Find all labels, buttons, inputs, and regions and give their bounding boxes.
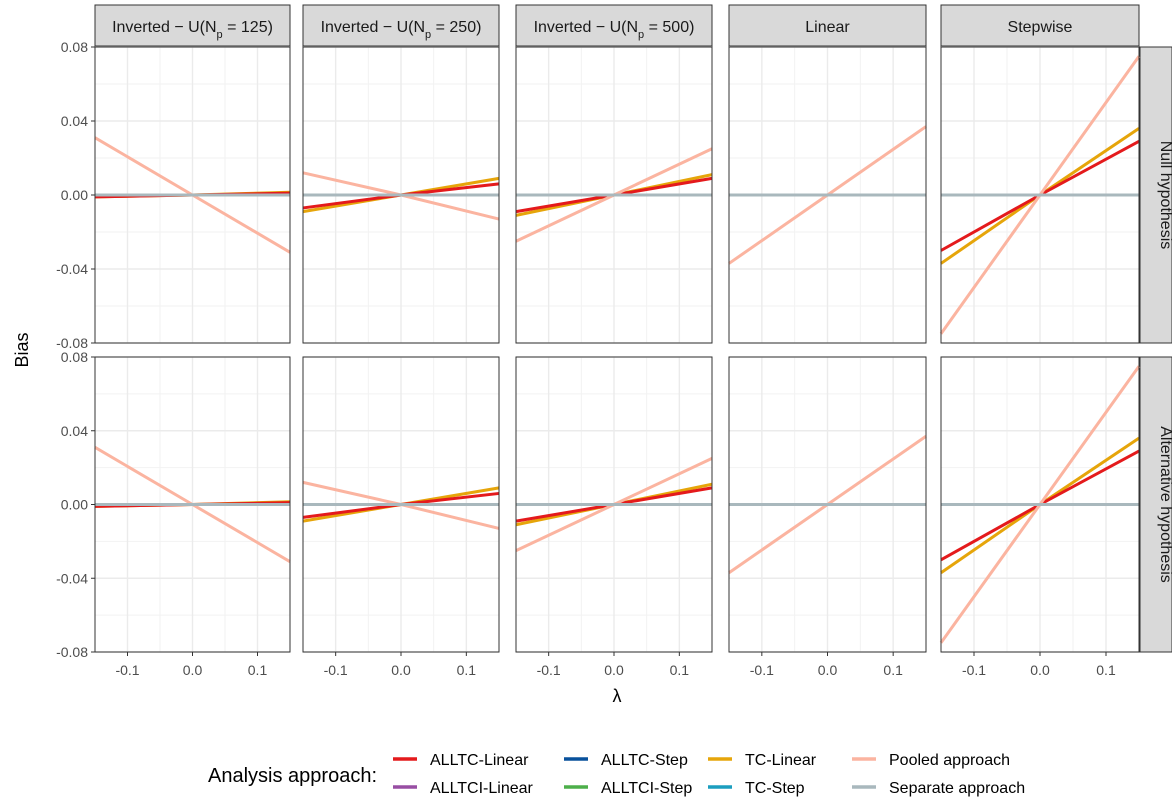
column-strip: Inverted − U(Np = 250) (302, 4, 500, 47)
legend: Analysis approach: ALLTC-Linear ALLTCI-Lin… (208, 752, 1025, 797)
x-tick-label: -0.1 (115, 662, 139, 678)
column-strip-label: Inverted − U(Np = 125) (112, 19, 273, 41)
legend-item: TC-Linear (708, 752, 817, 769)
x-tick-label: 0.0 (604, 662, 624, 678)
row-strip: Null hypothesis (1139, 46, 1172, 344)
y-tick-label: 0.08 (61, 349, 88, 365)
x-tick-label: 0.1 (1096, 662, 1116, 678)
row-strip-label: Alternative hypothesis (1157, 426, 1172, 583)
x-axis: -0.1 0.0 0.1 (962, 652, 1116, 678)
strip-background (515, 4, 713, 47)
facet-panel (94, 356, 291, 653)
facet-panel (515, 46, 713, 344)
row-strip-label: Null hypothesis (1157, 141, 1172, 250)
legend-label: TC-Linear (745, 752, 817, 769)
y-axis: -0.08 -0.04 0.00 0.04 0.08 (56, 349, 95, 660)
panel-border (515, 46, 713, 344)
x-tick-label: 0.1 (457, 662, 477, 678)
x-tick-label: 0.1 (248, 662, 268, 678)
legend-item: Separate approach (852, 780, 1025, 797)
x-tick-label: -0.1 (962, 662, 986, 678)
column-strip-label: Linear (805, 19, 850, 36)
legend-label: ALLTC-Step (601, 752, 688, 769)
x-axis: -0.1 0.0 0.1 (537, 652, 690, 678)
strip-background (94, 4, 291, 47)
x-tick-label: 0.1 (670, 662, 690, 678)
legend-item: ALLTCI-Linear (393, 780, 534, 797)
strip-background (728, 4, 927, 47)
y-tick-label: -0.04 (56, 570, 88, 586)
y-tick-label: 0.08 (61, 39, 88, 55)
y-tick-label: -0.08 (56, 335, 88, 351)
strip-background (1139, 356, 1172, 653)
x-axis: -0.1 0.0 0.1 (115, 652, 267, 678)
facet-panel (302, 46, 500, 344)
legend-title: Analysis approach: (208, 765, 377, 787)
y-axis-title: Bias (12, 332, 32, 367)
facet-panel (939, 46, 1141, 344)
x-axis-title: λ (613, 686, 622, 706)
y-tick-label: 0.00 (61, 497, 88, 513)
y-tick-label: -0.04 (56, 261, 88, 277)
legend-label: ALLTCI-Linear (430, 780, 534, 797)
x-tick-label: 0.0 (183, 662, 203, 678)
panel-border (728, 46, 927, 344)
legend-item: ALLTC-Linear (393, 752, 529, 769)
column-strip: Linear (728, 4, 927, 47)
y-axis: -0.08 -0.04 0.00 0.04 0.08 (56, 39, 95, 351)
x-axis: -0.1 0.0 0.1 (324, 652, 477, 678)
facet-panel (939, 356, 1141, 653)
facet-panel (302, 356, 500, 653)
x-tick-label: 0.0 (1030, 662, 1050, 678)
facet-panel (94, 46, 291, 344)
panel-border (940, 46, 1140, 344)
column-strip: Inverted − U(Np = 125) (94, 4, 291, 47)
x-tick-label: 0.1 (883, 662, 903, 678)
x-tick-label: -0.1 (537, 662, 561, 678)
y-tick-label: -0.08 (56, 644, 88, 660)
strip-background (302, 4, 500, 47)
column-strip-label: Stepwise (1008, 19, 1073, 36)
y-tick-label: 0.04 (61, 423, 88, 439)
legend-item: Pooled approach (852, 752, 1010, 769)
legend-label: Separate approach (889, 780, 1025, 797)
row-strip: Alternative hypothesis (1139, 356, 1172, 653)
strip-background (1139, 46, 1172, 344)
legend-label: TC-Step (745, 780, 805, 797)
legend-item: TC-Step (708, 780, 805, 797)
column-strip-label: Inverted − U(Np = 500) (534, 19, 695, 41)
facet-panel (728, 46, 927, 344)
legend-item: ALLTC-Step (564, 752, 688, 769)
legend-label: ALLTCI-Step (601, 780, 692, 797)
facet-panel (728, 356, 927, 653)
column-strip: Stepwise (940, 4, 1140, 47)
facet-panel (515, 356, 713, 653)
column-strip: Inverted − U(Np = 500) (515, 4, 713, 47)
y-tick-label: 0.04 (61, 113, 88, 129)
x-tick-label: 0.0 (391, 662, 411, 678)
legend-label: Pooled approach (889, 752, 1010, 769)
legend-item: ALLTCI-Step (564, 780, 692, 797)
x-tick-label: -0.1 (750, 662, 774, 678)
x-tick-label: 0.0 (818, 662, 838, 678)
strip-background (940, 4, 1140, 47)
x-axis: -0.1 0.0 0.1 (750, 652, 903, 678)
column-strip-label: Inverted − U(Np = 250) (321, 19, 482, 41)
x-tick-label: -0.1 (324, 662, 348, 678)
y-tick-label: 0.00 (61, 187, 88, 203)
legend-label: ALLTC-Linear (430, 752, 529, 769)
panel-border (302, 46, 500, 344)
